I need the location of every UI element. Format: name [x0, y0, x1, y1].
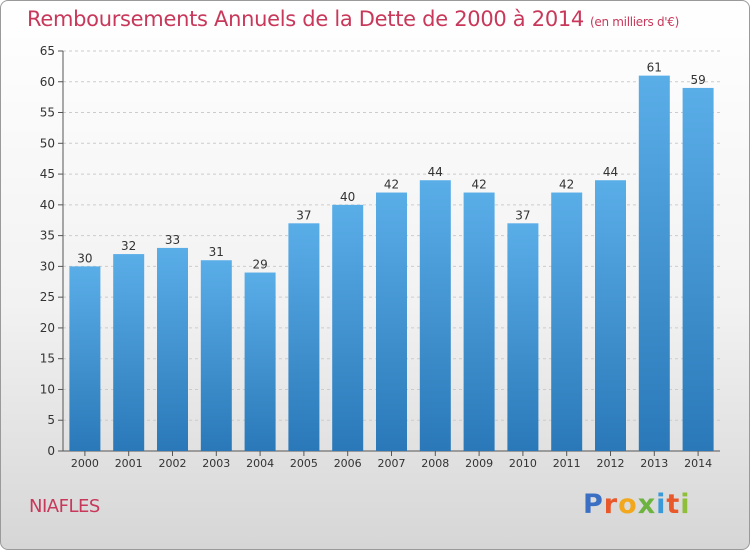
x-tick-label: 2006	[334, 457, 362, 470]
bar	[376, 192, 407, 452]
bar	[244, 272, 276, 451]
bar	[157, 247, 188, 451]
bar	[682, 87, 714, 451]
logo-letter: r	[603, 489, 619, 520]
y-tick-label: 55	[40, 106, 55, 120]
x-tick-label: 2005	[290, 457, 318, 470]
data-label: 31	[209, 245, 224, 259]
data-label: 37	[296, 208, 311, 222]
data-label: 37	[515, 208, 530, 222]
x-tick-label: 2008	[421, 457, 449, 470]
proxiti-logo: Proxiti	[583, 489, 691, 520]
bar	[638, 75, 670, 451]
x-tick-label: 2010	[509, 457, 537, 470]
bar	[113, 254, 145, 451]
y-tick-label: 20	[40, 321, 55, 335]
x-tick-label: 2001	[115, 457, 143, 470]
x-tick-label: 2014	[684, 457, 712, 470]
logo-letter: i	[656, 489, 667, 520]
logo-letter: x	[637, 489, 657, 520]
data-label: 44	[428, 165, 443, 179]
y-tick-label: 50	[40, 136, 55, 150]
bar	[200, 260, 232, 451]
y-tick-label: 10	[40, 382, 55, 396]
data-label: 61	[647, 61, 662, 75]
x-tick-label: 2002	[159, 457, 187, 470]
bar	[463, 192, 495, 452]
bar	[332, 204, 364, 451]
data-label: 33	[165, 233, 180, 247]
y-tick-label: 30	[40, 259, 55, 273]
y-tick-label: 65	[40, 44, 55, 58]
data-label: 29	[252, 258, 267, 272]
bar	[551, 192, 583, 452]
x-tick-label: 2013	[640, 457, 668, 470]
data-label: 30	[77, 251, 92, 265]
data-label: 40	[340, 190, 355, 204]
logo-letter: t	[666, 489, 681, 520]
data-label: 32	[121, 239, 136, 253]
x-tick-label: 2007	[378, 457, 406, 470]
x-tick-label: 2004	[246, 457, 274, 470]
y-tick-label: 0	[47, 444, 55, 458]
chart-title: Remboursements Annuels de la Dette de 20…	[27, 7, 679, 31]
y-tick-label: 35	[40, 229, 55, 243]
logo-letter: i	[680, 489, 691, 520]
y-tick-label: 5	[47, 413, 55, 427]
town-name: NIAFLES	[29, 496, 100, 517]
x-tick-label: 2003	[202, 457, 230, 470]
logo-letter: P	[583, 489, 604, 520]
bar	[507, 223, 539, 451]
data-label: 42	[559, 178, 574, 192]
y-tick-label: 25	[40, 290, 55, 304]
data-label: 42	[471, 178, 486, 192]
data-label: 44	[603, 165, 618, 179]
logo-letter: o	[618, 489, 638, 520]
y-tick-label: 60	[40, 75, 55, 89]
x-tick-label: 2011	[553, 457, 581, 470]
bar	[419, 180, 451, 451]
data-label: 42	[384, 178, 399, 192]
title-unit: (en milliers d'€)	[590, 15, 680, 29]
bar	[595, 180, 626, 451]
y-tick-label: 15	[40, 352, 55, 366]
x-tick-label: 2009	[465, 457, 493, 470]
y-tick-label: 45	[40, 167, 55, 181]
x-tick-label: 2000	[71, 457, 99, 470]
data-label: 59	[690, 73, 705, 87]
title-text: Remboursements Annuels de la Dette de 20…	[27, 7, 584, 31]
bar	[69, 266, 101, 451]
x-tick-label: 2012	[597, 457, 625, 470]
bar	[288, 223, 320, 451]
y-tick-label: 40	[40, 198, 55, 212]
